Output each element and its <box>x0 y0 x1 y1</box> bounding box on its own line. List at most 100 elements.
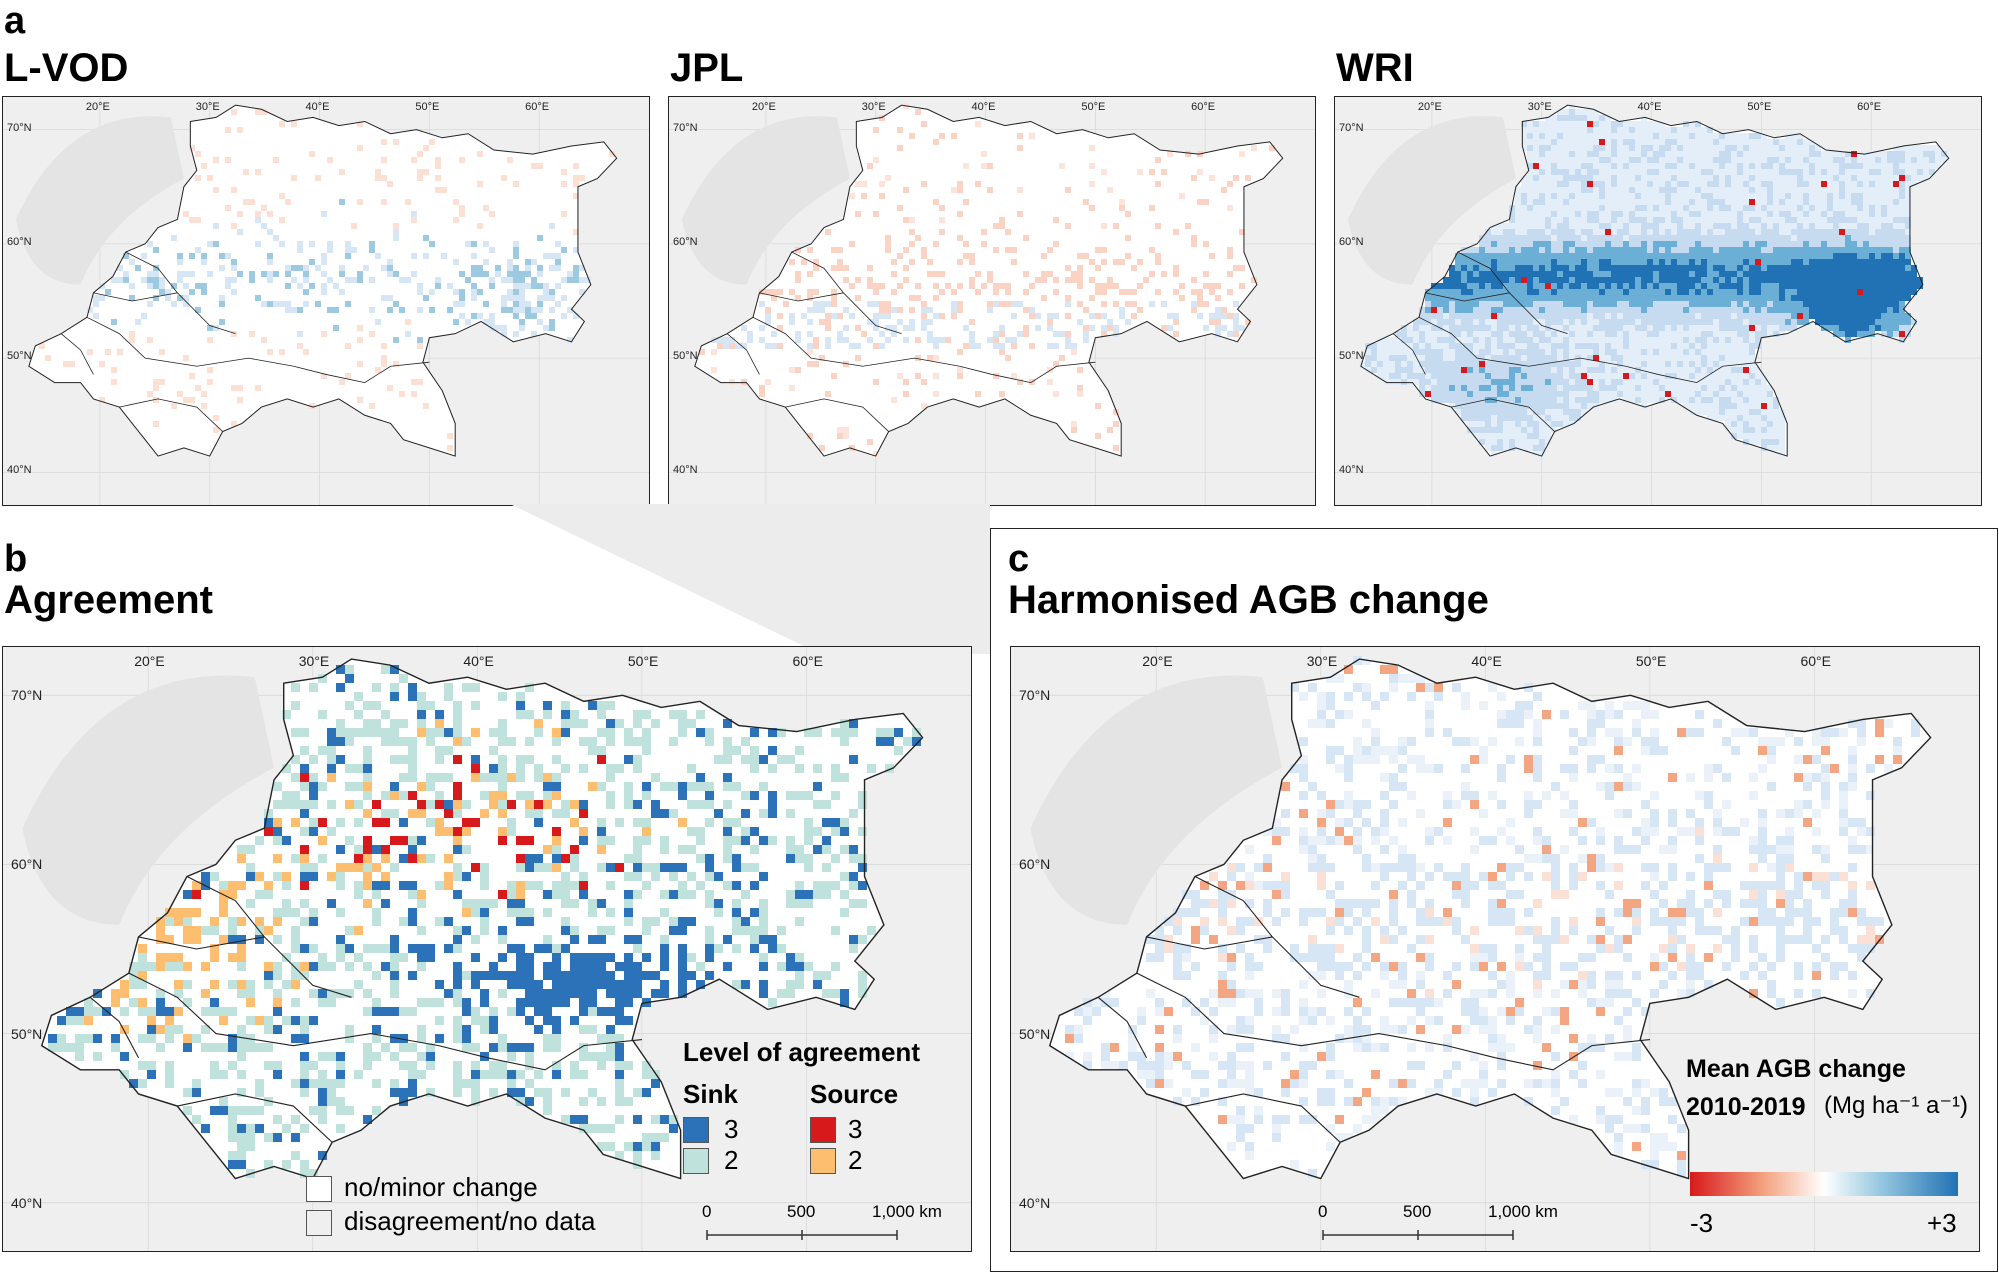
map-pixel <box>1563 205 1569 211</box>
map-pixel <box>1617 277 1623 283</box>
map-pixel <box>1797 133 1803 139</box>
map-pixel <box>1635 187 1641 193</box>
map-pixel <box>741 379 747 385</box>
map-pixel <box>1851 325 1857 331</box>
map-pixel <box>1647 175 1653 181</box>
map-pixel <box>795 746 804 755</box>
map-pixel <box>1605 175 1611 181</box>
map-pixel <box>1509 307 1515 313</box>
map-pixel <box>1467 319 1473 325</box>
map-pixel <box>1161 169 1167 175</box>
map-pixel <box>1743 277 1749 283</box>
map-pixel <box>1767 427 1773 433</box>
map-pixel <box>1605 277 1611 283</box>
map-pixel <box>1593 301 1599 307</box>
map-pixel <box>1605 115 1611 121</box>
map-pixel <box>1899 277 1905 283</box>
map-pixel <box>1599 397 1605 403</box>
map-pixel <box>1905 163 1911 169</box>
map-pixel <box>525 259 531 265</box>
map-pixel <box>1701 199 1707 205</box>
map-pixel <box>354 818 363 827</box>
map-pixel <box>1707 145 1713 151</box>
map-pixel <box>1401 325 1407 331</box>
map-pixel <box>1743 241 1749 247</box>
map-pixel <box>1737 331 1743 337</box>
map-pixel <box>1491 301 1497 307</box>
map-pixel <box>1755 217 1761 223</box>
map-pixel <box>495 271 501 277</box>
map-pixel <box>1587 343 1593 349</box>
map-pixel <box>1131 265 1137 271</box>
map-pixel <box>1761 313 1767 319</box>
map-pixel <box>1551 223 1557 229</box>
map-pixel <box>1797 313 1803 319</box>
map-pixel <box>1395 337 1401 343</box>
map-pixel <box>1557 295 1563 301</box>
map-pixel <box>1545 265 1551 271</box>
map-pixel <box>435 710 444 719</box>
map-pixel <box>1875 193 1881 199</box>
map-pixel <box>471 701 480 710</box>
map-pixel <box>417 692 426 701</box>
map-pixel <box>1545 187 1551 193</box>
map-pixel <box>1707 385 1713 391</box>
map-pixel <box>1521 247 1527 253</box>
map-pixel <box>1827 277 1833 283</box>
map-pixel <box>1569 385 1575 391</box>
map-pixel <box>1197 301 1203 307</box>
map-pixel <box>1569 181 1575 187</box>
map-pixel <box>1935 163 1941 169</box>
map-pixel <box>1665 283 1671 289</box>
map-pixel <box>1167 151 1173 157</box>
map-pixel <box>153 247 159 253</box>
map-pixel <box>1581 313 1587 319</box>
map-pixel <box>1509 415 1515 421</box>
map-pixel <box>1575 223 1581 229</box>
map-pixel <box>855 325 861 331</box>
map-pixel <box>825 391 831 397</box>
map-pixel <box>1719 157 1725 163</box>
map-pixel <box>1767 283 1773 289</box>
map-pixel <box>1539 355 1545 361</box>
map-pixel <box>1461 253 1467 259</box>
map-pixel <box>1677 355 1683 361</box>
map-pixel <box>1641 235 1647 241</box>
map-pixel <box>1461 289 1467 295</box>
map-pixel <box>777 755 786 764</box>
map-pixel <box>1053 217 1059 223</box>
map-pixel <box>1749 169 1755 175</box>
map-pixel <box>1875 169 1881 175</box>
map-pixel <box>1107 325 1113 331</box>
map-pixel <box>1791 133 1797 139</box>
map-pixel <box>1701 175 1707 181</box>
map-pixel <box>879 181 885 187</box>
map-pixel <box>1545 151 1551 157</box>
map-pixel <box>873 211 879 217</box>
map-pixel <box>1521 409 1527 415</box>
map-pixel <box>417 379 423 385</box>
map-pixel <box>1449 403 1455 409</box>
map-pixel <box>1635 361 1641 367</box>
map-pixel <box>309 818 318 827</box>
map-pixel <box>177 391 183 397</box>
map-pixel <box>969 319 975 325</box>
map-pixel <box>1623 211 1629 217</box>
map-pixel <box>1719 199 1725 205</box>
map-pixel <box>1599 241 1605 247</box>
map-pixel <box>1641 127 1647 133</box>
map-pixel <box>1737 175 1743 181</box>
map-pixel <box>1749 277 1755 283</box>
map-pixel <box>1905 205 1911 211</box>
map-pixel <box>1689 397 1695 403</box>
map-pixel <box>1677 313 1683 319</box>
map-pixel <box>429 289 435 295</box>
map-pixel <box>1671 361 1677 367</box>
map-pixel <box>1725 265 1731 271</box>
map-pixel <box>1809 205 1815 211</box>
map-pixel <box>525 809 534 818</box>
map-pixel <box>291 728 300 737</box>
map-pixel <box>1119 307 1125 313</box>
map-pixel <box>453 301 459 307</box>
map-pixel <box>1569 247 1575 253</box>
